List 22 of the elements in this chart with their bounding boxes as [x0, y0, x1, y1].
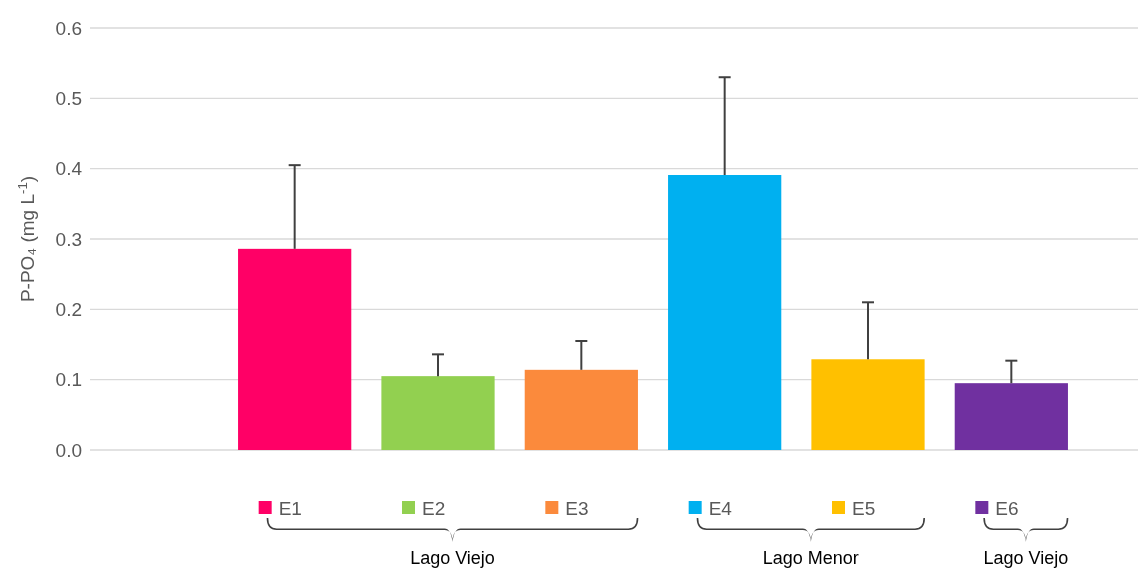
bar [238, 248, 352, 450]
x-tick-label: E4 [708, 497, 733, 519]
x-tick-label: E1 [278, 497, 302, 519]
y-tick-label: 0.4 [55, 158, 83, 180]
bar [524, 369, 638, 450]
y-tick-label: 0.2 [55, 298, 82, 320]
x-tick-label: E6 [995, 497, 1019, 519]
x-tick-label: E5 [852, 497, 876, 519]
y-tick-label: 0.6 [55, 17, 82, 39]
y-tick-label: 0.1 [55, 369, 82, 391]
text: Lago Viejo [983, 548, 1069, 568]
bar [381, 376, 495, 450]
bar [811, 359, 925, 450]
bar [668, 175, 782, 450]
text: Lago Menor [762, 548, 859, 568]
bar [954, 383, 1068, 450]
x-tick-label: E3 [565, 497, 589, 519]
y-tick-label: 0.3 [55, 228, 82, 250]
x-tick-label: E2 [422, 497, 446, 519]
y-tick-label: 0.0 [55, 439, 82, 461]
text: Lago Viejo [410, 548, 495, 568]
y-tick-label: 0.5 [55, 87, 82, 109]
